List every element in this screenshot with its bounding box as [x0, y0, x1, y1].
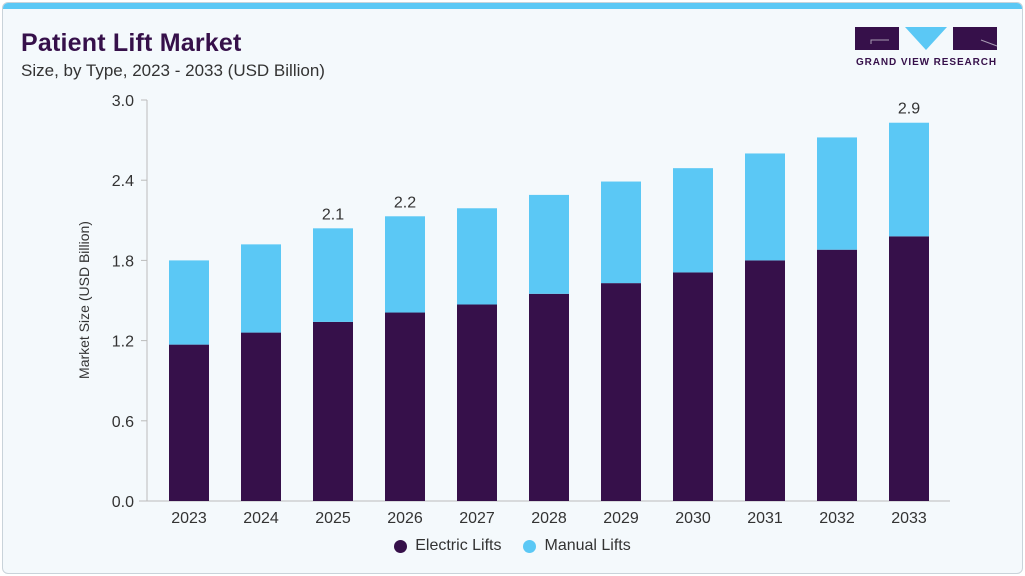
x-tick-label: 2026 — [387, 510, 423, 527]
bar-manual-2028 — [529, 194, 569, 294]
chart-subtitle: Size, by Type, 2023 - 2033 (USD Billion) — [21, 61, 325, 80]
legend-swatch-electric — [394, 539, 408, 553]
accent-bar — [3, 3, 1022, 9]
y-tick-label: 0.6 — [112, 414, 134, 431]
bar-electric-2029 — [601, 283, 641, 501]
logo-text: GRAND VIEW RESEARCH — [856, 57, 997, 68]
legend-label-manual: Manual Lifts — [544, 537, 631, 554]
y-tick-label: 1.2 — [112, 334, 134, 351]
chart-title: Patient Lift Market — [21, 29, 242, 57]
x-tick-label: 2030 — [675, 510, 711, 527]
legend-item-manual: Manual Lifts — [523, 537, 631, 555]
x-tick-label: 2027 — [459, 510, 495, 527]
x-tick-label: 2031 — [747, 510, 783, 527]
bar-electric-2028 — [529, 293, 569, 501]
bar-electric-2024 — [241, 332, 281, 501]
grand-view-research-logo — [855, 27, 998, 50]
y-tick-label: 1.8 — [112, 253, 134, 270]
x-tick-label: 2032 — [819, 510, 855, 527]
legend-item-electric: Electric Lifts — [394, 537, 501, 555]
bar-electric-2025 — [313, 321, 353, 501]
bar-electric-2033 — [889, 236, 929, 501]
y-axis-label: Market Size (USD Billion) — [76, 221, 92, 379]
bar-manual-2025 — [313, 228, 353, 322]
bar-electric-2023 — [169, 344, 209, 501]
legend: Electric Lifts Manual Lifts — [0, 537, 1025, 555]
bar-manual-2032 — [817, 137, 857, 250]
y-tick-label: 0.0 — [112, 494, 134, 511]
y-tick-label: 3.0 — [112, 93, 134, 110]
bar-electric-2030 — [673, 272, 713, 501]
y-tick-label: 2.4 — [112, 173, 134, 190]
bar-electric-2027 — [457, 304, 497, 501]
bar-manual-2023 — [169, 260, 209, 345]
data-label-2026: 2.2 — [394, 194, 416, 211]
bar-manual-2027 — [457, 208, 497, 305]
bar-manual-2031 — [745, 153, 785, 261]
data-label-2033: 2.9 — [898, 101, 920, 118]
bar-electric-2026 — [385, 312, 425, 501]
bar-manual-2030 — [673, 168, 713, 273]
bar-manual-2024 — [241, 244, 281, 333]
legend-label-electric: Electric Lifts — [415, 537, 502, 554]
bar-electric-2031 — [745, 260, 785, 501]
x-tick-label: 2028 — [531, 510, 567, 527]
bar-manual-2026 — [385, 216, 425, 313]
data-label-2025: 2.1 — [322, 206, 344, 223]
bar-manual-2029 — [601, 181, 641, 284]
bar-electric-2032 — [817, 249, 857, 501]
x-tick-label: 2023 — [171, 510, 207, 527]
x-tick-label: 2024 — [243, 510, 279, 527]
bar-manual-2033 — [889, 122, 929, 237]
x-tick-label: 2029 — [603, 510, 639, 527]
legend-swatch-manual — [523, 539, 537, 553]
x-tick-label: 2025 — [315, 510, 351, 527]
x-tick-label: 2033 — [891, 510, 927, 527]
